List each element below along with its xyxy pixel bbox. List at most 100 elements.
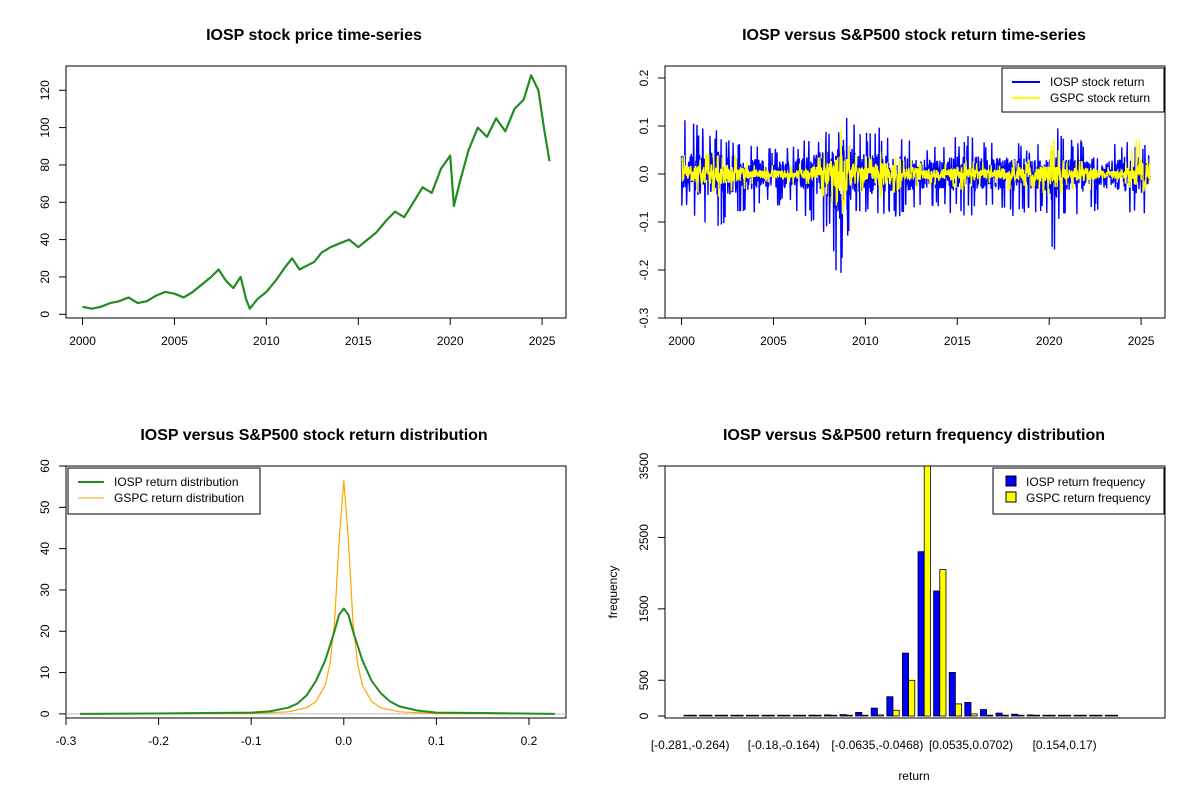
chart4-bar-iosp xyxy=(855,712,863,717)
chart1-series-iosp-price xyxy=(82,74,551,310)
chart4-bar-gspc xyxy=(1095,714,1103,717)
chart4-bar-gspc xyxy=(970,713,978,717)
chart4-bar-iosp xyxy=(839,714,847,717)
chart4-bar-iosp xyxy=(1011,713,1019,717)
chart3-title: IOSP versus S&P500 stock return distribu… xyxy=(140,427,487,444)
chart3-ytick-label: 60 xyxy=(38,459,52,473)
chart4-xtick-label: [-0.18,-0.164) xyxy=(748,738,820,752)
chart3-ytick-label: 0 xyxy=(38,710,52,717)
chart3-ytick-label: 40 xyxy=(38,542,52,556)
chart4-legend-label-gspc: GSPC return frequency xyxy=(1026,491,1151,505)
chart1-plot: 2000 2005 2010 2015 2020 2025 0 20 40 60 80 100 120 xyxy=(38,74,556,348)
chart4-ytick-label: 2500 xyxy=(637,524,651,551)
chart2-ytick-label: -0.2 xyxy=(637,259,651,280)
chart3-ytick-label: 10 xyxy=(38,666,52,680)
chart4-bar-gspc xyxy=(783,714,791,717)
chart4-bar-gspc xyxy=(736,714,744,717)
chart4-bar-iosp xyxy=(808,714,816,717)
chart4-ytick-label: 3500 xyxy=(637,452,651,479)
chart4-bar-gspc xyxy=(721,714,729,717)
chart2-series-iosp-return xyxy=(680,117,1151,273)
chart2-xtick-label: 2005 xyxy=(760,334,787,348)
chart4-bar-iosp xyxy=(1058,714,1066,717)
chart2-xtick-label: 2015 xyxy=(944,334,971,348)
chart4-bar-iosp xyxy=(886,696,894,717)
chart4-bar-iosp xyxy=(948,672,956,717)
chart4-bar-iosp xyxy=(917,551,925,717)
chart4-bar-gspc xyxy=(861,714,869,717)
chart3-ytick-label: 50 xyxy=(38,500,52,514)
chart4-bar-iosp xyxy=(964,702,972,717)
chart4-legend-swatch-gspc xyxy=(1005,491,1017,503)
chart2-plot: 2000 2005 2010 2015 2020 2025 -0.3 -0.2 -0.1 0.0 0… xyxy=(637,69,1155,348)
chart3-legend: IOSP return distribution GSPC return dis… xyxy=(67,467,261,515)
chart4-bar-iosp xyxy=(1026,714,1034,717)
chart4-bar-gspc xyxy=(1079,714,1087,717)
chart1-ytick-label: 40 xyxy=(38,233,52,247)
chart4-plot: [-0.281,-0.264) [-0.18,-0.164) [-0.0635,-0… xyxy=(637,452,1119,752)
chart2-ytick-label: -0.1 xyxy=(637,211,651,232)
chart1-title: IOSP stock price time-series xyxy=(206,27,422,44)
chart4-bar-iosp xyxy=(683,714,691,717)
chart1-xtick-label: 2010 xyxy=(253,334,280,348)
chart4-bar-iosp xyxy=(792,714,800,717)
chart4-bar-gspc xyxy=(939,569,947,717)
chart4-legend-label-iosp: IOSP return frequency xyxy=(1026,475,1145,489)
chart4-bar-iosp xyxy=(1073,714,1081,717)
chart2-legend-label-gspc: GSPC stock return xyxy=(1050,91,1150,105)
chart4-xtick-label: [0.154,0.17) xyxy=(1033,738,1097,752)
chart4-bar-gspc xyxy=(955,703,963,717)
chart4-bar-iosp xyxy=(699,714,707,717)
chart2-ytick-label: 0.1 xyxy=(637,117,651,134)
chart2-title: IOSP versus S&P500 stock return time-ser… xyxy=(742,27,1086,44)
chart4-xlabel: return xyxy=(898,769,929,783)
chart4-bar-gspc xyxy=(1033,714,1041,717)
chart4-bar-iosp xyxy=(1089,714,1097,717)
chart3-legend-label-iosp: IOSP return distribution xyxy=(114,475,239,489)
chart4-title: IOSP versus S&P500 return frequency dist… xyxy=(723,427,1105,444)
chart3-ytick-label: 20 xyxy=(38,624,52,638)
chart4-frame xyxy=(664,465,1166,719)
chart1-ytick-label: 80 xyxy=(38,158,52,172)
chart3-xtick-label: 0.0 xyxy=(335,734,352,748)
chart4-bar-iosp xyxy=(714,714,722,717)
chart4-bar-iosp xyxy=(902,652,910,717)
chart4-bar-gspc xyxy=(923,465,931,717)
chart4-bar-gspc xyxy=(1111,714,1119,717)
chart4-bar-iosp xyxy=(824,714,832,717)
chart3-legend-box xyxy=(67,467,261,515)
chart2-legend-label-iosp: IOSP stock return xyxy=(1050,75,1144,89)
chart2-ytick-label: 0.2 xyxy=(637,69,651,86)
chart4-xtick-label: [-0.281,-0.264) xyxy=(651,738,730,752)
chart4-bar-iosp xyxy=(980,709,988,717)
chart3-xtick-label: 0.2 xyxy=(521,734,538,748)
chart4-bar-gspc xyxy=(892,709,900,717)
chart1-xtick-label: 2005 xyxy=(161,334,188,348)
chart2-frame xyxy=(664,65,1166,319)
chart4-bar-gspc xyxy=(767,714,775,717)
chart4-bar-gspc xyxy=(705,714,713,717)
chart4-bar-iosp xyxy=(933,590,941,717)
chart4-legend-swatch-iosp xyxy=(1005,475,1017,487)
chart2-legend: IOSP stock return GSPC stock return xyxy=(1001,67,1165,113)
chart2-legend-box xyxy=(1001,67,1165,113)
chart4-bar-gspc xyxy=(830,714,838,717)
chart4-bar-gspc xyxy=(1017,714,1025,717)
chart4-bar-gspc xyxy=(752,714,760,717)
chart4-bar-gspc xyxy=(799,714,807,717)
chart4-bar-gspc xyxy=(908,679,916,717)
chart4-ytick-label: 0 xyxy=(637,712,651,719)
chart4-bar-gspc xyxy=(689,714,697,717)
chart4-legend: IOSP return frequency GSPC return freque… xyxy=(992,467,1165,515)
chart1-xtick-label: 2025 xyxy=(529,334,556,348)
chart4-bar-iosp xyxy=(870,707,878,717)
chart4-bar-iosp xyxy=(1042,714,1050,717)
chart4-xtick-label: [-0.0635,-0.0468) xyxy=(831,738,923,752)
chart3-ytick-label: 30 xyxy=(38,583,52,597)
chart4-legend-box xyxy=(992,467,1165,515)
chart4-bar-iosp xyxy=(777,714,785,717)
chart2-xtick-label: 2010 xyxy=(852,334,879,348)
chart2-series-gspc-return xyxy=(681,129,1151,215)
chart4-ylabel: frequency xyxy=(606,566,620,619)
chart4-bar-gspc xyxy=(986,714,994,717)
